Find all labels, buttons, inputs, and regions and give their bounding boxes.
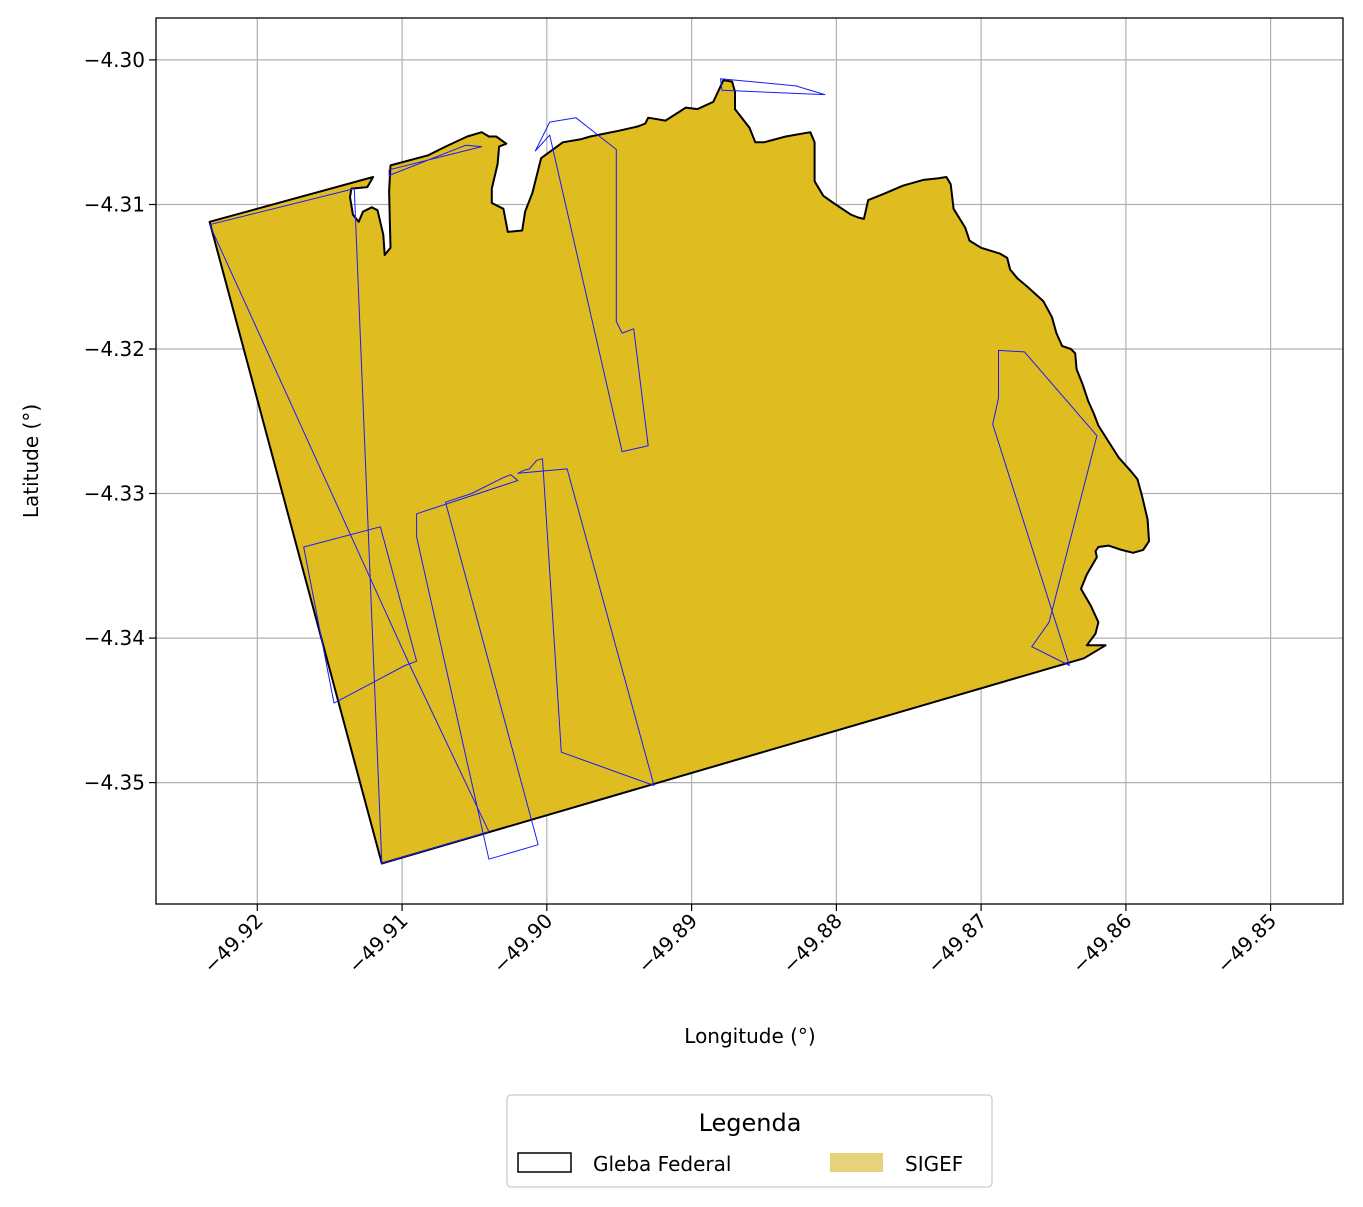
y-tick-label-0: −4.30	[84, 48, 145, 72]
gleba-federal-layer	[208, 79, 1150, 865]
sigef-parcel-6	[992, 349, 1098, 666]
plot-frame	[155, 17, 1344, 905]
sigef-parcel-3	[517, 458, 655, 786]
legend-swatch-sigef	[830, 1153, 883, 1172]
y-axis-ticks: −4.30 −4.31 −4.32 −4.33 −4.34 −4.35	[84, 48, 156, 795]
legend-swatch-gleba-federal	[517, 1152, 572, 1173]
legend-label-sigef: SIGEF	[905, 1152, 963, 1176]
sigef-parcel-1	[303, 526, 418, 704]
legend-title: Legenda	[699, 1109, 802, 1137]
sigef-parcel-4	[534, 117, 649, 453]
y-axis-title: Latitude (°)	[19, 404, 43, 518]
sigef-layer	[209, 78, 1098, 864]
y-tick-label-2: −4.32	[84, 337, 145, 361]
sigef-parcel-7	[388, 144, 483, 176]
legend-label-gleba-federal: Gleba Federal	[593, 1152, 731, 1176]
sigef-parcel-5	[720, 78, 826, 96]
legend: Legenda Gleba Federal SIGEF	[506, 1094, 993, 1188]
y-tick-label-3: −4.33	[84, 482, 145, 506]
y-tick-label-1: −4.31	[84, 193, 145, 217]
x-axis-title: Longitude (°)	[684, 1024, 815, 1048]
y-tick-label-5: −4.35	[84, 771, 145, 795]
y-tick-label-4: −4.34	[84, 626, 145, 650]
sigef-parcel-2	[416, 474, 539, 860]
sigef-parcel-0	[209, 188, 490, 864]
gleba-federal-polygon	[208, 79, 1150, 865]
